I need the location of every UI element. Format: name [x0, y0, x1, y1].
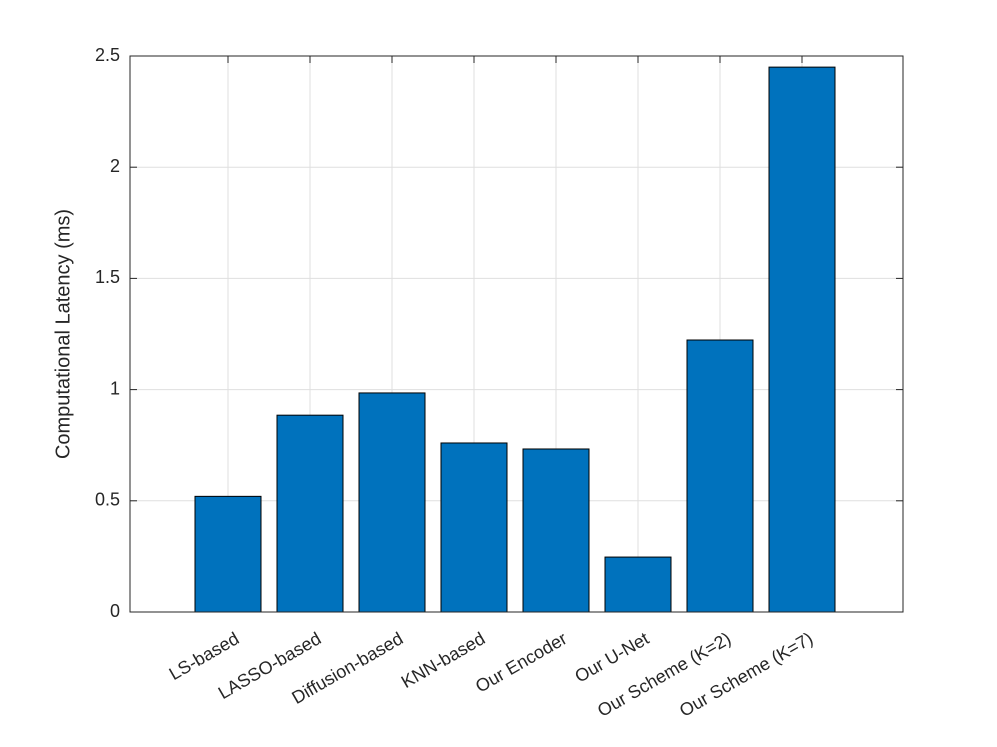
- bar: [358, 392, 426, 613]
- y-tick-label: 1: [110, 378, 120, 398]
- x-tick-label: Our Encoder: [472, 628, 570, 696]
- bar: [522, 448, 590, 613]
- bar: [604, 556, 672, 613]
- bar: [276, 414, 344, 613]
- bar: [768, 66, 836, 613]
- y-tick-label: 1.5: [95, 267, 120, 287]
- x-tick-label: Our Scheme (K=7): [676, 628, 816, 721]
- x-tick-label: Our Scheme (K=2): [594, 628, 734, 721]
- y-tick-label: 0: [110, 601, 120, 621]
- y-tick-label: 2: [110, 156, 120, 176]
- y-tick-label: 2.5: [95, 45, 120, 65]
- bar: [686, 339, 754, 613]
- y-tick-label: 0.5: [95, 490, 120, 510]
- y-axis-label: Computational Latency (ms): [52, 209, 74, 459]
- bar: [194, 495, 262, 613]
- bar: [440, 442, 508, 613]
- axes-box: [129, 55, 904, 613]
